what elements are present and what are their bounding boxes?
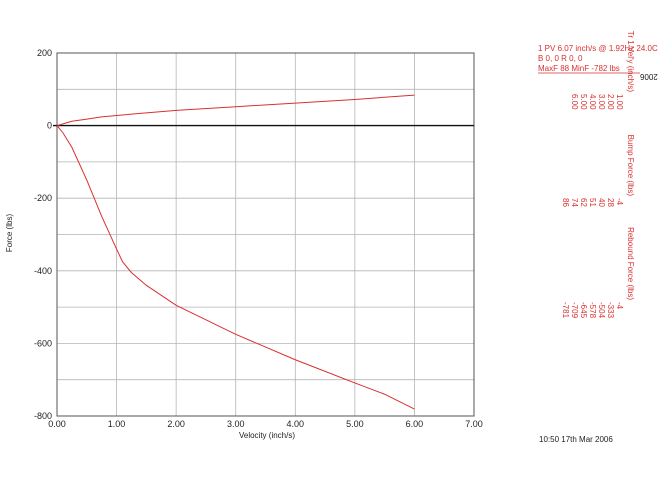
x-tick-label: 0.00	[48, 419, 66, 429]
y-tick-label: 0	[47, 121, 52, 131]
x-tick-label: 1.00	[108, 419, 126, 429]
side-column-value: 2.00	[606, 94, 615, 110]
x-tick-label: 3.00	[227, 419, 245, 429]
side-column-value: 62	[579, 198, 588, 207]
side-timestamp-rotated: 10:50 17th Mar 2006	[639, 72, 660, 81]
side-header-line-2: B 0, 0 R 0, 0	[538, 54, 583, 63]
plot-border	[56, 52, 475, 417]
side-column-value: -709	[570, 302, 579, 319]
side-column-velocity: Tr 1 Vel'y (inch/s)1.002.003.004.005.006…	[570, 31, 635, 110]
x-tick-labels: 0.00 1.00 2.00 3.00 4.00 5.00 6.00 7.00	[48, 419, 483, 429]
side-column-value: -4	[615, 198, 624, 206]
chart-axes	[53, 52, 475, 417]
x-tick-label: 2.00	[167, 419, 185, 429]
x-tick-label: 4.00	[287, 419, 305, 429]
side-column-value: 6.00	[570, 94, 579, 110]
side-column-title: Bump Force (lbs)	[626, 135, 635, 197]
side-column-value: 86	[561, 198, 570, 207]
y-tick-label: -600	[34, 338, 52, 348]
y-tick-labels: 200 0 -200 -400 -600 -800	[34, 48, 52, 421]
x-tick-label: 6.00	[406, 419, 424, 429]
side-column-value: 5.00	[579, 94, 588, 110]
side-column-value: -333	[606, 302, 615, 319]
side-panel: 1 PV 6.07 inch/s @ 1.92Hz 24.0C B 0, 0 R…	[538, 31, 660, 444]
side-columns: Tr 1 Vel'y (inch/s)1.002.003.004.005.006…	[561, 31, 635, 319]
side-column-value: 40	[597, 198, 606, 207]
side-column-value: 3.00	[597, 94, 606, 110]
side-column-title: Tr 1 Vel'y (inch/s)	[626, 31, 635, 93]
side-column-value: 51	[588, 198, 597, 207]
side-column-value: -781	[561, 302, 570, 319]
series-rebound-line	[56, 125, 415, 410]
x-axis-label: Velocity (inch/s)	[239, 431, 295, 440]
y-tick-label: -200	[34, 193, 52, 203]
y-tick-label: -800	[34, 411, 52, 421]
side-column-value: -578	[588, 302, 597, 319]
x-tick-label: 7.00	[465, 419, 483, 429]
side-column-value: -504	[597, 302, 606, 319]
chart-grid	[56, 52, 475, 417]
side-column-value: 1.00	[615, 94, 624, 110]
side-column-value: 28	[606, 198, 615, 207]
y-axis-label: Force (lbs)	[5, 214, 14, 253]
side-column-value: -4	[615, 302, 624, 310]
series-bump-line	[56, 94, 415, 127]
x-tick-label: 5.00	[346, 419, 364, 429]
side-header-line-3: MaxF 88 MinF -782 lbs	[538, 64, 620, 73]
side-column-value: -645	[579, 302, 588, 319]
data-series	[56, 94, 415, 410]
side-header-line-1: 1 PV 6.07 inch/s @ 1.92Hz 24.0C	[538, 44, 658, 53]
side-column-value: 74	[570, 198, 579, 207]
side-column-title: Rebound Force (lbs)	[626, 227, 635, 300]
side-column-rebound-force: Rebound Force (lbs)-4-333-504-578-645-70…	[561, 227, 635, 318]
side-column-value: 4.00	[588, 94, 597, 110]
y-tick-label: -400	[34, 266, 52, 276]
y-tick-label: 200	[37, 48, 52, 58]
footer-timestamp: 10:50 17th Mar 2006	[539, 435, 613, 444]
